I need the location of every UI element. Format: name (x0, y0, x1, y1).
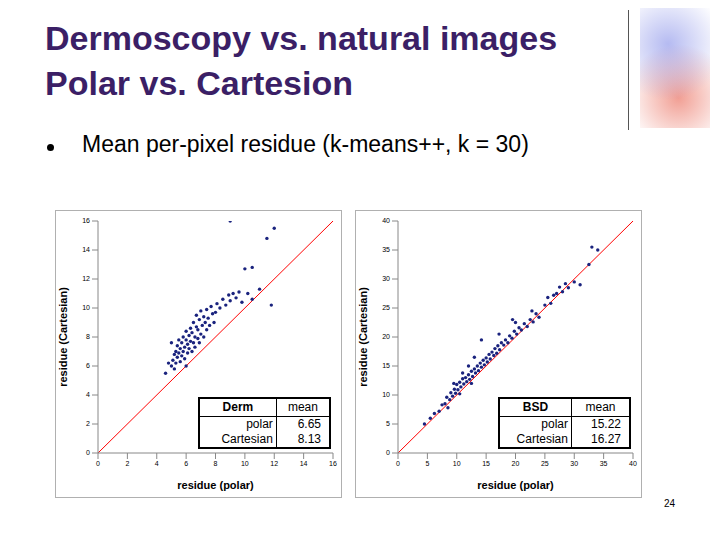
html-text:Dermoscopy vs. natural images: Dermoscopy vs. natural images (45, 19, 558, 57)
svg-text:10: 10 (453, 460, 461, 467)
svg-text:40: 40 (629, 460, 637, 467)
svg-text:5: 5 (425, 460, 429, 467)
svg-text:12: 12 (270, 460, 278, 467)
svg-text:6: 6 (86, 362, 90, 369)
html-text:polar: polar (541, 417, 568, 431)
svg-text:30: 30 (570, 460, 578, 467)
svg-text:residue (polar): residue (polar) (177, 479, 254, 491)
html-text:BSD: BSD (522, 400, 549, 414)
svg-text:35: 35 (382, 246, 390, 253)
svg-text:10: 10 (382, 391, 390, 398)
svg-text:0: 0 (396, 460, 400, 467)
html-text:6.65: 6.65 (297, 417, 321, 431)
html-text:Cartesian: Cartesian (516, 432, 568, 446)
svg-text:8: 8 (86, 333, 90, 340)
svg-text:16: 16 (82, 217, 90, 224)
svg-text:10: 10 (241, 460, 249, 467)
svg-text:4: 4 (86, 391, 90, 398)
html-text:mean: mean (585, 400, 616, 414)
svg-text:10: 10 (82, 304, 90, 311)
svg-text:8: 8 (214, 460, 218, 467)
svg-text:2: 2 (125, 460, 129, 467)
html-text:Derm: Derm (222, 400, 254, 414)
svg-text:residue (Cartesian): residue (Cartesian) (57, 287, 69, 387)
svg-text:40: 40 (382, 217, 390, 224)
html-text:24: 24 (664, 498, 676, 509)
svg-text:6: 6 (184, 460, 188, 467)
svg-text:30: 30 (382, 275, 390, 282)
svg-text:0: 0 (86, 449, 90, 456)
html-text:8.13: 8.13 (297, 432, 321, 446)
svg-text:residue (Cartesian): residue (Cartesian) (357, 287, 369, 387)
svg-text:0: 0 (386, 449, 390, 456)
svg-text:12: 12 (82, 275, 90, 282)
svg-text:15: 15 (382, 362, 390, 369)
html-text:Mean per-pixel residue (k-mean: Mean per-pixel residue (k-means++, k = 3… (82, 131, 529, 157)
html-text:15.22: 15.22 (591, 417, 621, 431)
svg-text:25: 25 (541, 460, 549, 467)
svg-text:20: 20 (512, 460, 520, 467)
html-text:16.27: 16.27 (591, 432, 621, 446)
svg-text:14: 14 (82, 246, 90, 253)
svg-text:0: 0 (96, 460, 100, 467)
svg-text:5: 5 (386, 420, 390, 427)
svg-text:15: 15 (482, 460, 490, 467)
svg-text:35: 35 (600, 460, 608, 467)
svg-text:14: 14 (300, 460, 308, 467)
svg-text:25: 25 (382, 304, 390, 311)
svg-text:2: 2 (86, 420, 90, 427)
html-text:Polar vs. Cartesion: Polar vs. Cartesion (45, 64, 353, 102)
html-text:Cartesian: Cartesian (221, 432, 273, 446)
svg-text:20: 20 (382, 333, 390, 340)
svg-text:16: 16 (329, 460, 337, 467)
svg-text:4: 4 (155, 460, 159, 467)
html-text:polar: polar (246, 417, 273, 431)
html-text:mean: mean (287, 400, 318, 414)
svg-text:residue (polar): residue (polar) (477, 479, 554, 491)
